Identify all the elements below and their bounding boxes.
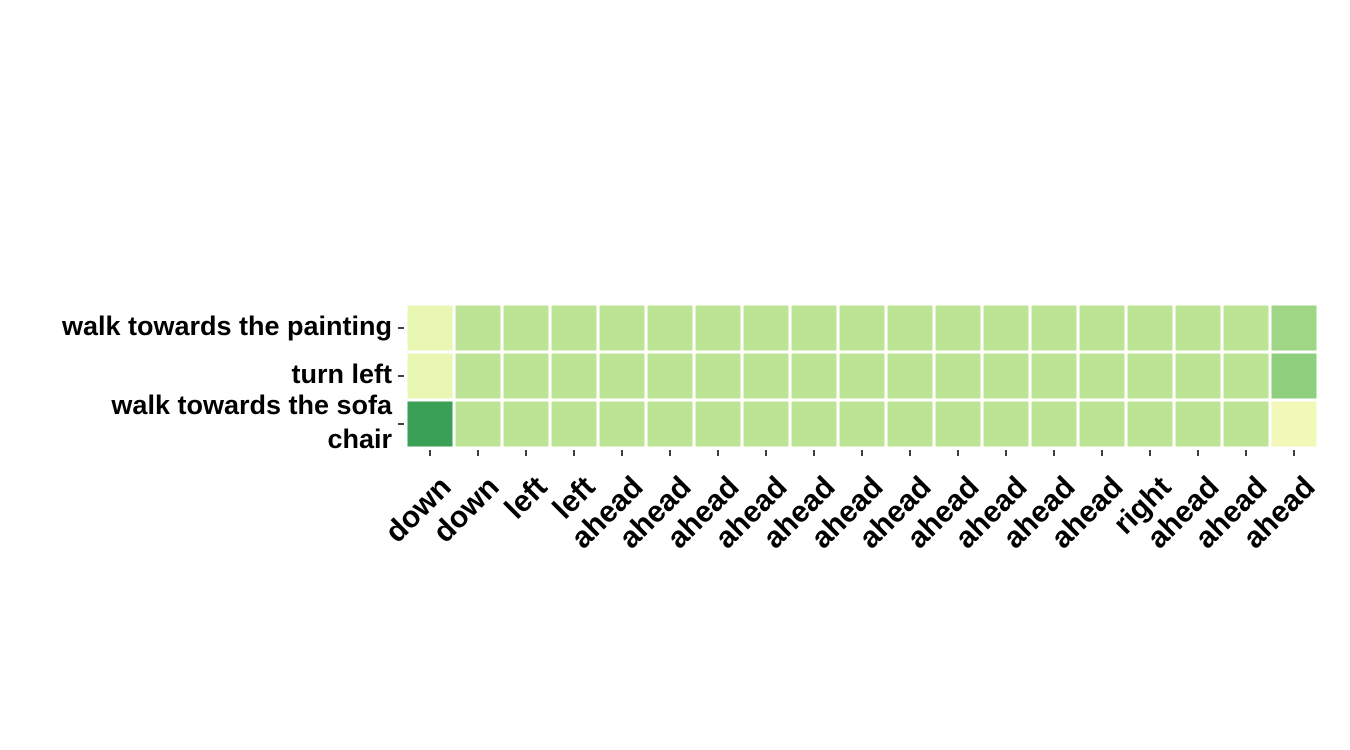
heatmap-cell: [407, 401, 453, 447]
heatmap-cell: [1127, 305, 1173, 351]
heatmap-cells: [407, 305, 1317, 447]
heatmap-cell: [503, 401, 549, 447]
heatmap-cell: [1079, 305, 1125, 351]
heatmap-cell: [695, 353, 741, 399]
heatmap-cell: [1175, 353, 1221, 399]
heatmap-cell: [1223, 305, 1269, 351]
heatmap-cell: [647, 401, 693, 447]
y-tick-label: turn left: [292, 359, 393, 389]
heatmap-cell: [455, 401, 501, 447]
heatmap-cell: [935, 305, 981, 351]
heatmap-cell: [743, 305, 789, 351]
heatmap-cell: [647, 305, 693, 351]
heatmap-cell: [407, 353, 453, 399]
heatmap-cell: [983, 401, 1029, 447]
heatmap-cell: [551, 353, 597, 399]
heatmap-cell: [983, 353, 1029, 399]
heatmap-cell: [1175, 305, 1221, 351]
heatmap-cell: [1031, 401, 1077, 447]
heatmap-cell: [935, 353, 981, 399]
heatmap-cell: [887, 401, 933, 447]
heatmap-cell: [695, 305, 741, 351]
y-tick-label: walk towards the sofa: [110, 390, 393, 420]
heatmap-cell: [599, 401, 645, 447]
heatmap-cell: [647, 353, 693, 399]
heatmap-cell: [743, 401, 789, 447]
heatmap-cell: [935, 401, 981, 447]
heatmap-cell: [407, 305, 453, 351]
y-tick-label: chair: [327, 424, 392, 454]
heatmap-cell: [503, 353, 549, 399]
heatmap-cell: [1271, 305, 1317, 351]
heatmap-cell: [695, 401, 741, 447]
heatmap-cell: [791, 305, 837, 351]
heatmap-cell: [791, 353, 837, 399]
heatmap-cell: [887, 353, 933, 399]
heatmap-cell: [887, 305, 933, 351]
heatmap-cell: [1031, 353, 1077, 399]
heatmap-cell: [599, 353, 645, 399]
heatmap-cell: [455, 353, 501, 399]
heatmap-cell: [791, 401, 837, 447]
x-tick-label: left: [499, 470, 554, 525]
heatmap-cell: [1175, 401, 1221, 447]
heatmap-cell: [839, 401, 885, 447]
heatmap-cell: [1127, 401, 1173, 447]
heatmap-cell: [839, 305, 885, 351]
heatmap-cell: [599, 305, 645, 351]
heatmap-cell: [551, 305, 597, 351]
heatmap-cell: [455, 305, 501, 351]
heatmap-cell: [1127, 353, 1173, 399]
heatmap-cell: [503, 305, 549, 351]
heatmap-cell: [1271, 353, 1317, 399]
heatmap-cell: [551, 401, 597, 447]
y-tick-label: walk towards the painting: [61, 311, 392, 341]
x-axis: downdownleftleftaheadaheadaheadaheadahea…: [379, 450, 1322, 555]
heatmap-cell: [983, 305, 1029, 351]
heatmap-cell: [743, 353, 789, 399]
heatmap-cell: [1031, 305, 1077, 351]
heatmap-cell: [839, 353, 885, 399]
heatmap-cell: [1079, 401, 1125, 447]
heatmap-cell: [1223, 353, 1269, 399]
heatmap-cell: [1271, 401, 1317, 447]
heatmap-cell: [1079, 353, 1125, 399]
heatmap-cell: [1223, 401, 1269, 447]
